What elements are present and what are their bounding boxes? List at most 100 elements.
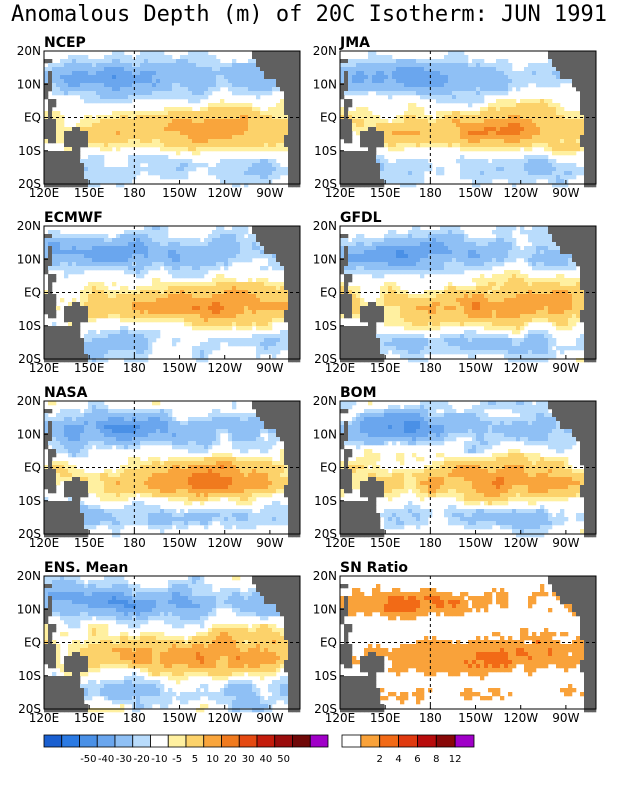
heatmap-cell xyxy=(80,183,85,188)
heatmap-cell xyxy=(208,107,213,112)
heatmap-cell xyxy=(592,143,597,148)
heatmap-cell xyxy=(280,103,285,108)
heatmap-cell xyxy=(516,75,521,80)
heatmap-cell xyxy=(372,75,377,80)
heatmap-cell xyxy=(72,346,77,351)
heatmap-cell xyxy=(76,63,81,68)
heatmap-cell xyxy=(508,139,513,144)
heatmap-cell xyxy=(232,306,237,311)
heatmap-cell xyxy=(56,250,61,255)
heatmap-cell xyxy=(528,107,533,112)
heatmap-cell xyxy=(108,330,113,335)
heatmap-cell xyxy=(92,338,97,343)
heatmap-cell xyxy=(572,123,577,128)
heatmap-cell xyxy=(176,83,181,88)
heatmap-cell xyxy=(152,258,157,263)
heatmap-cell xyxy=(116,242,121,247)
heatmap-cell xyxy=(508,171,513,176)
heatmap-cell xyxy=(184,59,189,64)
heatmap-cell xyxy=(184,246,189,251)
heatmap-cell xyxy=(100,67,105,72)
heatmap-cell xyxy=(360,79,365,84)
heatmap-cell xyxy=(52,314,57,319)
heatmap-cell xyxy=(504,147,509,152)
heatmap-cell xyxy=(212,135,217,140)
heatmap-cell xyxy=(120,143,125,148)
heatmap-cell xyxy=(268,286,273,291)
heatmap-cell xyxy=(212,286,217,291)
heatmap-cell xyxy=(572,151,577,156)
heatmap-cell xyxy=(224,282,229,287)
heatmap-cell xyxy=(348,75,353,80)
heatmap-cell xyxy=(208,298,213,303)
heatmap-cell xyxy=(428,95,433,100)
heatmap-cell xyxy=(44,242,49,247)
heatmap-cell xyxy=(256,294,261,299)
heatmap-cell xyxy=(552,55,557,60)
heatmap-cell xyxy=(256,159,261,164)
heatmap-cell xyxy=(200,119,205,124)
heatmap-cell xyxy=(348,59,353,64)
heatmap-cell xyxy=(356,151,361,156)
heatmap-cell xyxy=(116,79,121,84)
heatmap-cell xyxy=(220,175,225,180)
heatmap-cell xyxy=(148,155,153,160)
heatmap-cell xyxy=(288,330,293,335)
heatmap-cell xyxy=(64,346,69,351)
heatmap-cell xyxy=(196,91,201,96)
heatmap-cell xyxy=(432,71,437,76)
heatmap-cell xyxy=(464,99,469,104)
heatmap-cell xyxy=(564,139,569,144)
heatmap-field xyxy=(44,51,301,188)
heatmap-cell xyxy=(104,358,109,363)
heatmap-cell xyxy=(276,318,281,323)
heatmap-cell xyxy=(412,159,417,164)
heatmap-cell xyxy=(128,163,133,168)
heatmap-cell xyxy=(296,234,301,239)
heatmap-cell xyxy=(188,274,193,279)
heatmap-cell xyxy=(236,131,241,136)
heatmap-cell xyxy=(228,147,233,152)
heatmap-cell xyxy=(580,127,585,132)
heatmap-cell xyxy=(68,147,73,152)
heatmap-cell xyxy=(576,115,581,120)
heatmap-cell xyxy=(236,143,241,148)
heatmap-cell xyxy=(120,346,125,351)
heatmap-cell xyxy=(100,238,105,243)
heatmap-cell xyxy=(488,71,493,76)
heatmap-cell xyxy=(264,87,269,92)
heatmap-cell xyxy=(400,147,405,152)
heatmap-cell xyxy=(48,139,53,144)
heatmap-cell xyxy=(152,119,157,124)
heatmap-cell xyxy=(492,167,497,172)
heatmap-cell xyxy=(376,67,381,72)
heatmap-cell xyxy=(584,79,589,84)
heatmap-cell xyxy=(196,67,201,72)
heatmap-cell xyxy=(484,163,489,168)
heatmap-cell xyxy=(80,167,85,172)
heatmap-cell xyxy=(280,83,285,88)
heatmap-cell xyxy=(276,119,281,124)
heatmap-cell xyxy=(88,95,93,100)
heatmap-cell xyxy=(76,143,81,148)
heatmap-cell xyxy=(348,103,353,108)
heatmap-cell xyxy=(576,119,581,124)
heatmap-cell xyxy=(68,159,73,164)
heatmap-cell xyxy=(176,131,181,136)
heatmap-cell xyxy=(92,183,97,188)
heatmap-cell xyxy=(44,306,49,311)
heatmap-cell xyxy=(524,79,529,84)
heatmap-cell xyxy=(176,338,181,343)
heatmap-cell xyxy=(260,143,265,148)
heatmap-cell xyxy=(172,306,177,311)
heatmap-cell xyxy=(76,306,81,311)
heatmap-cell xyxy=(72,163,77,168)
heatmap-cell xyxy=(292,87,297,92)
heatmap-cell xyxy=(236,107,241,112)
heatmap-cell xyxy=(260,250,265,255)
heatmap-cell xyxy=(264,159,269,164)
heatmap-cell xyxy=(208,322,213,327)
heatmap-cell xyxy=(292,135,297,140)
heatmap-cell xyxy=(264,143,269,148)
heatmap-cell xyxy=(180,262,185,267)
